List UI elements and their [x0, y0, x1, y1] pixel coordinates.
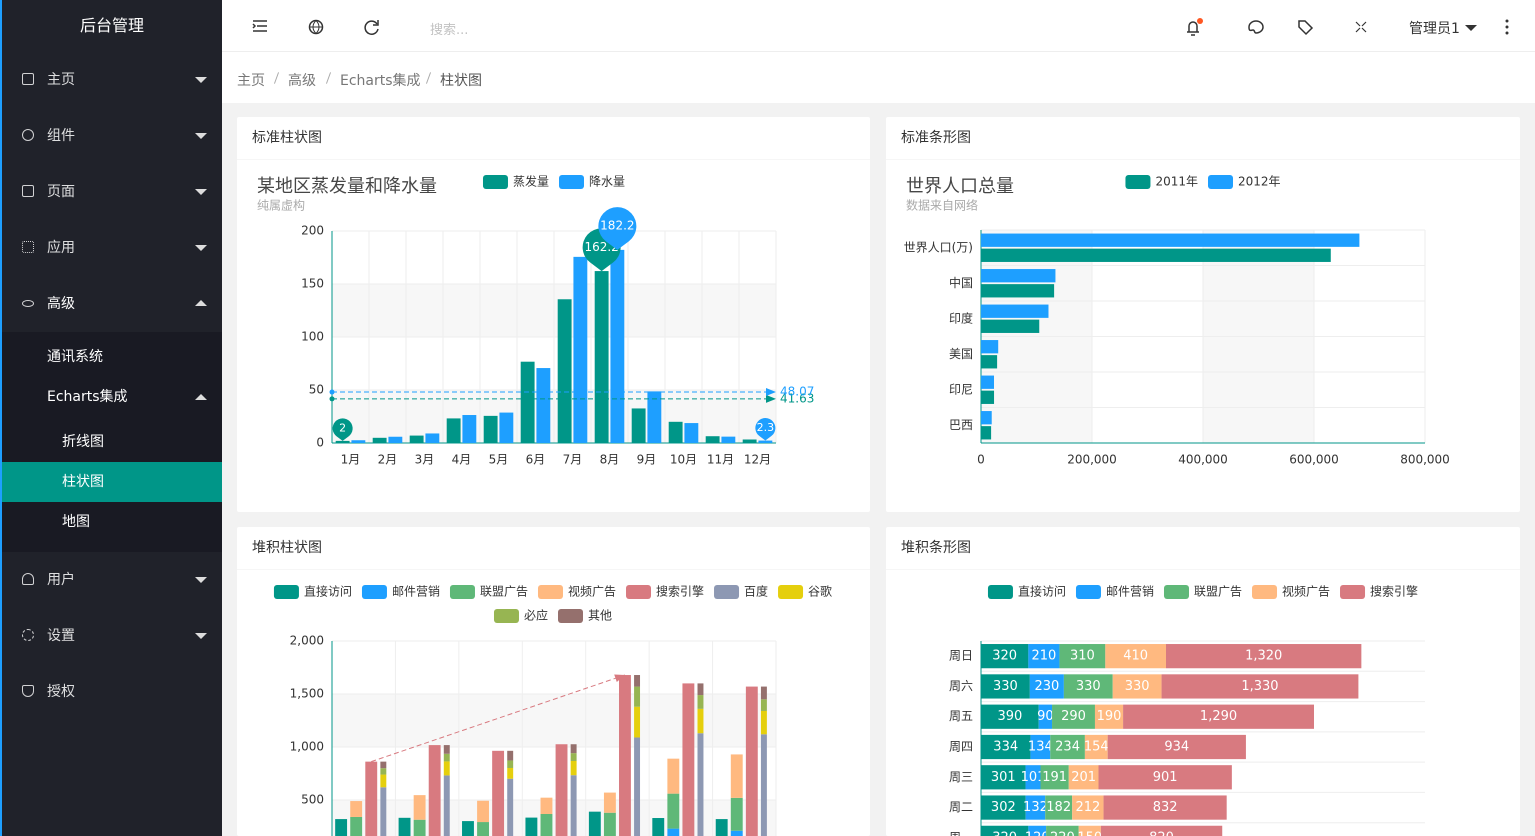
menu-item[interactable]: 授权 [2, 664, 222, 720]
submenu-label: 柱状图 [62, 474, 104, 490]
card-title: 堆积条形图 [886, 527, 1520, 570]
card: 堆积条形图 [886, 527, 1520, 836]
bell-icon[interactable] [1187, 21, 1199, 36]
breadcrumb-item[interactable]: 高级 [288, 73, 316, 89]
menu-item[interactable]: 主页 [2, 52, 222, 108]
user-caret[interactable] [1465, 25, 1477, 31]
breadcrumb-separator [425, 72, 432, 84]
submenu-label: Echarts集成 [47, 389, 128, 405]
menu-toggle-icon[interactable] [252, 20, 267, 32]
submenu-item[interactable]: 折线图 [2, 422, 222, 462]
menu-label: 用户 [47, 572, 75, 588]
menu-item[interactable]: 页面 [2, 164, 222, 220]
more-icon[interactable] [1505, 19, 1509, 35]
submenu-label: 通讯系统 [47, 349, 103, 365]
menu-label: 页面 [47, 184, 75, 200]
menu-label: 高级 [47, 296, 75, 312]
menu-item[interactable]: 设置 [2, 608, 222, 664]
card: 标准柱状图 [237, 117, 870, 512]
menu-label: 授权 [47, 684, 75, 700]
breadcrumb-item[interactable]: 主页 [237, 73, 265, 89]
logo[interactable]: 后台管理 [79, 16, 144, 35]
card-title: 标准柱状图 [237, 117, 870, 160]
breadcrumb-item[interactable]: Echarts集成 [340, 73, 421, 89]
submenu: 通讯系统 Echarts集成 折线图 柱状图 地图 [2, 332, 222, 552]
menu-label: 应用 [47, 240, 75, 256]
top-icons [252, 18, 1509, 36]
submenu-item-active[interactable]: 柱状图 [2, 462, 222, 502]
user-name[interactable]: 管理员1 [1409, 21, 1460, 37]
search-box[interactable]: 搜索... [430, 23, 469, 38]
card-title: 堆积柱状图 [237, 527, 870, 570]
top-bar: 搜索... 管理员1 [222, 0, 1535, 52]
notice-dot [1197, 18, 1203, 24]
submenu-label: 折线图 [62, 434, 104, 450]
breadcrumb-item: 柱状图 [440, 73, 482, 89]
submenu-item[interactable]: 通讯系统 [2, 337, 222, 377]
sidebar: 后台管理 主页 组件 页面 应用 高级 通讯系统 Echarts集成 折线图 柱… [0, 0, 222, 836]
menu-item[interactable]: 用户 [2, 552, 222, 608]
menu-item[interactable]: 高级 [2, 276, 222, 332]
refresh-icon[interactable] [364, 20, 379, 35]
tag-icon[interactable] [1298, 20, 1314, 36]
card-title: 标准条形图 [886, 117, 1520, 160]
menu-item[interactable]: 应用 [2, 220, 222, 276]
card: 堆积柱状图 [237, 527, 870, 836]
breadcrumb: 主页 高级 Echarts集成 柱状图 [222, 52, 1535, 103]
submenu-label: 地图 [62, 514, 90, 530]
theme-icon[interactable] [1248, 20, 1264, 34]
submenu-item[interactable]: 地图 [2, 502, 222, 542]
breadcrumb-separator [325, 72, 332, 84]
card: 标准条形图 [886, 117, 1520, 512]
menu-item[interactable]: 组件 [2, 108, 222, 164]
fullscreen-icon[interactable] [1355, 21, 1367, 33]
menu-label: 主页 [47, 72, 75, 88]
submenu-item[interactable]: Echarts集成 [2, 377, 222, 417]
menu-label: 组件 [47, 128, 75, 144]
breadcrumb-separator [273, 72, 280, 84]
menu-label: 设置 [47, 628, 75, 644]
